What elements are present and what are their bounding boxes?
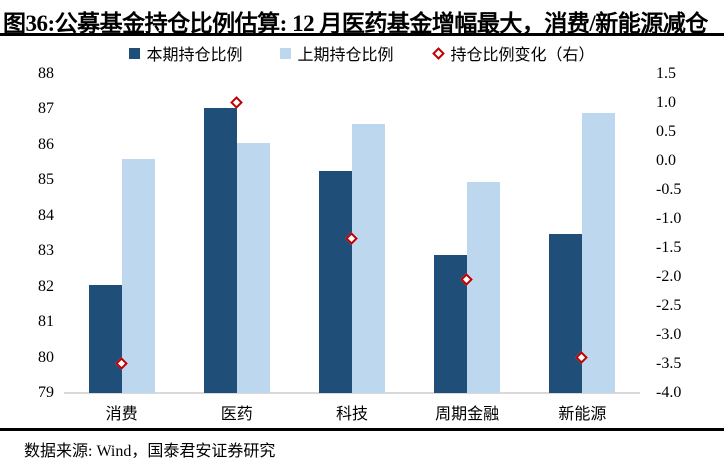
legend-label: 本期持仓比例	[146, 47, 243, 64]
y-axis-tick-left: 83	[38, 242, 54, 260]
data-source-note: 数据来源: Wind，国泰君安证券研究	[24, 443, 276, 460]
bar-previous	[236, 143, 270, 393]
square-swatch-icon	[129, 47, 141, 59]
square-swatch-icon	[280, 47, 292, 59]
legend-label: 上期持仓比例	[297, 47, 394, 64]
y-axis-tick-left: 80	[38, 348, 54, 366]
y-axis-tick-right: -2.5	[656, 297, 682, 314]
x-axis-line	[64, 392, 640, 394]
y-axis-tick-right: 0.5	[656, 123, 676, 140]
y-axis-tick-right: -2.0	[656, 268, 682, 285]
y-axis-tick-left: 86	[38, 135, 54, 153]
x-axis-label: 消费	[105, 406, 138, 423]
bar-current	[203, 107, 237, 393]
y-axis-tick-left: 88	[38, 65, 54, 82]
x-axis-label: 周期金融	[435, 406, 500, 423]
y-axis-tick-right: 1.0	[656, 94, 676, 111]
y-axis-tick-right: -1.0	[656, 210, 682, 227]
footer-divider	[0, 428, 724, 431]
x-axis-label: 科技	[335, 406, 368, 423]
y-axis-tick-left: 79	[38, 384, 54, 401]
bar-previous	[582, 112, 616, 393]
y-axis-tick-right: -3.5	[656, 355, 682, 372]
bar-previous	[121, 159, 155, 393]
y-axis-tick-left: 85	[38, 171, 54, 189]
y-axis-tick-right: -3.0	[656, 326, 682, 343]
x-axis-label: 新能源	[558, 406, 607, 423]
legend-label: 持仓比例变化（右）	[450, 47, 595, 64]
y-axis-tick-right: -4.0	[656, 384, 682, 401]
x-axis-label: 医药	[220, 406, 253, 423]
y-axis-tick-right: 0.0	[656, 152, 676, 169]
legend-item: 本期持仓比例	[129, 41, 242, 65]
y-axis-tick-right: 1.5	[656, 65, 676, 82]
legend-item: 上期持仓比例	[280, 41, 394, 65]
bar-previous	[352, 123, 385, 393]
y-axis-tick-left: 81	[38, 313, 54, 331]
y-axis-tick-left: 87	[38, 100, 54, 118]
y-axis-tick-left: 84	[38, 206, 54, 224]
chart-legend: 本期持仓比例 上期持仓比例 持仓比例变化（右）	[40, 41, 684, 65]
legend-item: 持仓比例变化（右）	[431, 41, 595, 65]
bar-current	[88, 284, 122, 393]
bar-current	[319, 171, 352, 393]
y-axis-tick-right: -0.5	[656, 181, 682, 198]
figure-title: 图36:公募基金持仓比例估算: 12 月医药基金增幅最大，消费/新能源减仓	[3, 11, 708, 36]
y-axis-tick-left: 82	[38, 277, 54, 295]
bar-current	[549, 233, 583, 393]
bar-previous	[467, 182, 501, 393]
title-underline	[0, 33, 724, 36]
y-axis-tick-right: -1.5	[656, 239, 682, 256]
